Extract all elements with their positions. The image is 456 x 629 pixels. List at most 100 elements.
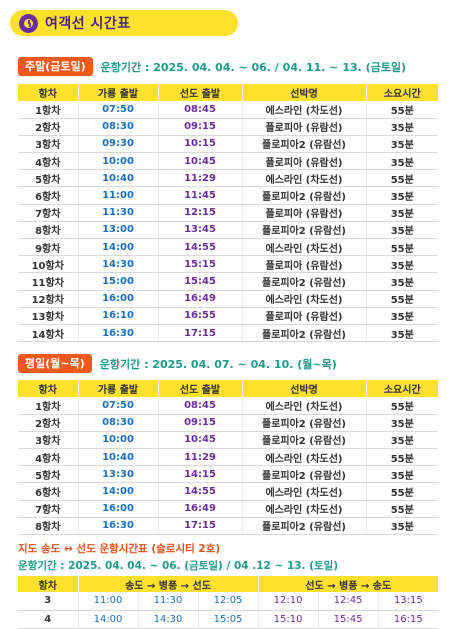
table-cell: 10:00	[78, 431, 159, 450]
table-row: 8항차 13:00 13:45 플로피아2 (유람선) 35분	[18, 221, 438, 240]
table-cell: 플로피아 (유람선)	[242, 255, 367, 274]
table-cell: 에스라인 (차도선)	[242, 448, 367, 467]
table-cell: 55분	[366, 397, 438, 415]
table-cell: 14:00	[78, 610, 139, 629]
table-cell: 13:45	[158, 221, 243, 240]
table-cell: 에스라인 (차도선)	[242, 101, 367, 119]
table-row: 5항차 10:40 11:29 에스라인 (차도선) 55분	[18, 169, 438, 188]
table-cell: 8항차	[18, 221, 79, 240]
table-cell: 14:15	[158, 465, 243, 484]
table-cell: 10:40	[78, 169, 159, 188]
table-cell: 12:15	[158, 204, 243, 222]
table-cell: 에스라인 (차도선)	[242, 482, 367, 501]
weekend-badge: 주말(금토일)	[18, 57, 93, 76]
table-cell: 11:29	[158, 169, 243, 188]
table-row: 3항차 10:00 10:45 플로피아2 (유람선) 35분	[18, 431, 438, 450]
slowcity-title: 지도 송도 ↔ 선도 운항시간표 (슬로시티 2호)	[18, 543, 221, 555]
table-cell: 4항차	[18, 152, 79, 171]
table-row: 2항차 08:30 09:15 플로피아 (유람선) 35분	[18, 118, 438, 136]
table-cell: 플로피아2 (유람선)	[242, 324, 367, 343]
slowcity-period: 운항기간 : 2025. 04. 04. ~ 06. (금토일) / 04 .1…	[18, 560, 339, 572]
table-cell: 15:05	[198, 610, 259, 629]
table-cell: 5항차	[18, 169, 79, 188]
table-cell: 14:30	[138, 610, 199, 629]
table-cell: 16:00	[78, 500, 159, 518]
column-header: 선박명	[242, 380, 367, 397]
table-cell: 35분	[366, 135, 438, 154]
weekday-timetable: 항차 가룡 출발 선도 출발 선박명 소요시간 1항차 07:50 08:45 에스라인 (차…	[18, 380, 438, 536]
table-cell: 11항차	[18, 272, 79, 291]
weekday-badge: 평일(월~목)	[18, 354, 92, 373]
table-cell: 13:30	[78, 465, 159, 484]
table-cell: 10항차	[18, 255, 79, 274]
table-cell: 35분	[366, 324, 438, 343]
table-cell: 55분	[366, 169, 438, 188]
table-cell: 55분	[366, 101, 438, 119]
table-cell: 에스라인 (차도선)	[242, 397, 367, 415]
table-cell: 09:15	[158, 414, 243, 432]
table-row: 10항차 14:30 15:15 플로피아 (유람선) 35분	[18, 255, 438, 274]
table-cell: 7항차	[18, 500, 79, 518]
table-cell: 07:50	[78, 101, 159, 119]
table-cell: 1항차	[18, 397, 79, 415]
table-cell: 10:45	[158, 431, 243, 450]
table-cell: 2항차	[18, 414, 79, 432]
table-cell: 35분	[366, 255, 438, 274]
table-cell: 11:45	[158, 186, 243, 205]
table-cell: 15:15	[158, 255, 243, 274]
table-cell: 플로피아 (유람선)	[242, 204, 367, 222]
table-row: 8항차 16:30 17:15 플로피아2 (유람선) 35분	[18, 517, 438, 536]
table-cell: 55분	[366, 290, 438, 308]
table-cell: 2항차	[18, 118, 79, 136]
table-cell: 11:30	[138, 592, 199, 611]
table-cell: 17:15	[158, 517, 243, 536]
table-cell: 10:00	[78, 152, 159, 171]
table-cell: 55분	[366, 448, 438, 467]
table-cell: 8항차	[18, 517, 79, 536]
table-row: 1항차 07:50 08:45 에스라인 (차도선) 55분	[18, 101, 438, 119]
column-header: 송도 → 병풍 → 선도	[78, 576, 259, 592]
table-cell: 플로피아 (유람선)	[242, 307, 367, 325]
table-cell: 13:15	[378, 592, 439, 611]
column-header: 소요시간	[366, 84, 438, 101]
table-cell: 11:29	[158, 448, 243, 467]
table-row: 6항차 11:00 11:45 플로피아2 (유람선) 35분	[18, 186, 438, 205]
column-header: 항차	[18, 576, 79, 592]
table-cell: 11:30	[78, 204, 159, 222]
table-cell: 15:45	[158, 272, 243, 291]
table-cell: 10:45	[158, 152, 243, 171]
column-header: 항차	[18, 380, 79, 397]
table-row: 4항차 10:40 11:29 에스라인 (차도선) 55분	[18, 448, 438, 467]
table-cell: 35분	[366, 307, 438, 325]
table-row: 4 14:00 14:30 15:05 15:10 15:45 16:15	[18, 610, 439, 629]
table-cell: 35분	[366, 221, 438, 240]
table-cell: 08:30	[78, 118, 159, 136]
table-cell: 에스라인 (차도선)	[242, 238, 367, 257]
table-cell: 6항차	[18, 186, 79, 205]
table-cell: 35분	[366, 152, 438, 171]
table-cell: 플로피아 (유람선)	[242, 118, 367, 136]
table-cell: 12:45	[318, 592, 379, 611]
table-cell: 10:40	[78, 448, 159, 467]
table-cell: 16:55	[158, 307, 243, 325]
table-cell: 플로피아2 (유람선)	[242, 414, 367, 432]
table-cell: 11:00	[78, 592, 139, 611]
table-cell: 15:10	[258, 610, 319, 629]
table-row: 12항차 16:00 16:49 에스라인 (차도선) 55분	[18, 290, 438, 308]
table-cell: 08:45	[158, 397, 243, 415]
table-cell: 7항차	[18, 204, 79, 222]
table-cell: 35분	[366, 465, 438, 484]
table-cell: 3항차	[18, 431, 79, 450]
table-cell: 플로피아2 (유람선)	[242, 135, 367, 154]
table-cell: 35분	[366, 517, 438, 536]
table-row: 11항차 15:00 15:45 플로피아2 (유람선) 35분	[18, 272, 438, 291]
table-cell: 35분	[366, 272, 438, 291]
table-cell: 16:00	[78, 290, 159, 308]
table-cell: 55분	[366, 238, 438, 257]
table-cell: 12항차	[18, 290, 79, 308]
alarm-clock-icon	[19, 13, 38, 33]
table-cell: 에스라인 (차도선)	[242, 500, 367, 518]
table-header-row: 항차 송도 → 병풍 → 선도 선도 → 병풍 → 송도	[18, 576, 439, 592]
table-cell: 3	[18, 592, 79, 611]
table-cell: 플로피아2 (유람선)	[242, 272, 367, 291]
